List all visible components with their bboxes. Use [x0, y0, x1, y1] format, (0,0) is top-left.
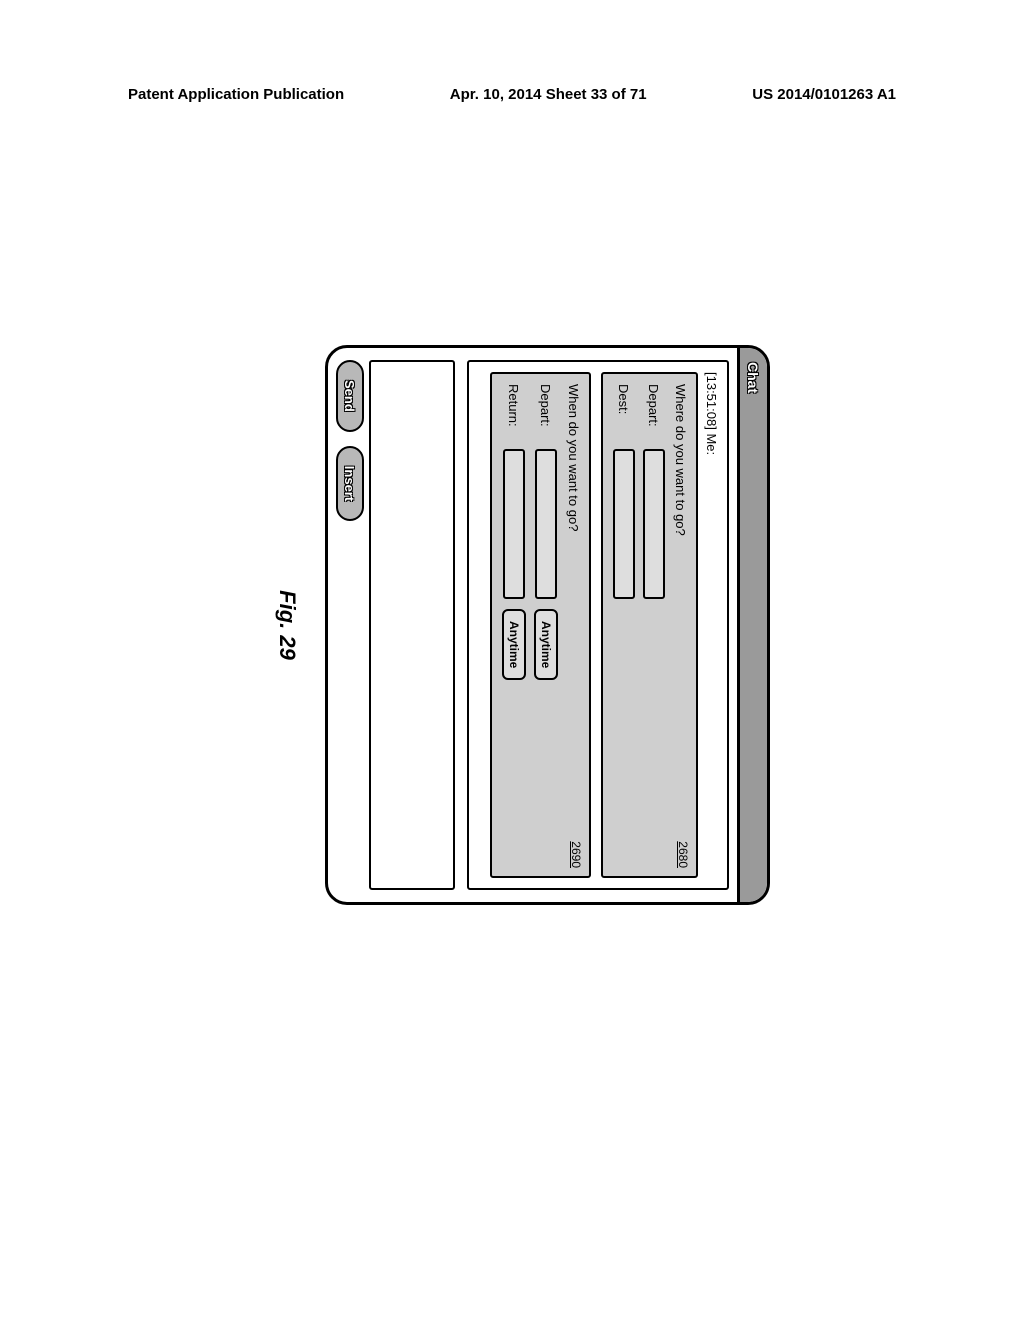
where-dest-label: Dest: — [617, 384, 632, 439]
page-header: Patent Application Publication Apr. 10, … — [128, 86, 896, 103]
window-title: Chat — [746, 362, 762, 393]
where-depart-label: Depart: — [647, 384, 662, 439]
patent-page: Patent Application Publication Apr. 10, … — [0, 0, 1024, 1320]
compose-box[interactable]: 2610 — [369, 360, 455, 890]
insert-button-label: Insert — [343, 466, 358, 501]
where-depart-row: Depart: — [643, 384, 665, 866]
when-return-anytime-button[interactable]: Anytime — [502, 609, 526, 680]
ref-card-when: 2690 — [569, 841, 583, 868]
when-return-row: Return: Anytime — [502, 384, 526, 866]
header-right: US 2014/0101263 A1 — [752, 86, 896, 103]
card-where-title: Where do you want to go? — [673, 384, 688, 866]
figure-caption: Fig. 29 — [274, 345, 300, 905]
card-when: 2690 When do you want to go? Depart: Any… — [490, 372, 591, 878]
chat-body: 2630 [13:51:08] Me: 2680 Where do you wa… — [328, 348, 737, 902]
figure-rotated: Chat 2600 2630 [13:51:08] Me: 2680 Where… — [210, 345, 770, 945]
when-return-label: Return: — [507, 384, 522, 439]
when-depart-label: Depart: — [539, 384, 554, 439]
titlebar: Chat — [737, 348, 767, 902]
card-where: 2680 Where do you want to go? Depart: De… — [601, 372, 698, 878]
send-button[interactable]: Send — [336, 360, 364, 432]
header-left: Patent Application Publication — [128, 86, 344, 103]
where-depart-input[interactable] — [643, 449, 665, 599]
button-row: Send Insert — [336, 360, 364, 521]
header-center: Apr. 10, 2014 Sheet 33 of 71 — [344, 86, 752, 103]
when-depart-anytime-button[interactable]: Anytime — [534, 609, 558, 680]
card-when-title: When do you want to go? — [566, 384, 581, 866]
when-return-input[interactable] — [503, 449, 525, 599]
ref-card-where: 2680 — [676, 841, 690, 868]
send-button-label: Send — [343, 380, 358, 412]
chat-window: Chat 2600 2630 [13:51:08] Me: 2680 Where… — [325, 345, 770, 905]
when-depart-row: Depart: Anytime — [534, 384, 558, 866]
figure-stage: Chat 2600 2630 [13:51:08] Me: 2680 Where… — [210, 345, 770, 945]
when-depart-input[interactable] — [535, 449, 557, 599]
chat-history: 2630 [13:51:08] Me: 2680 Where do you wa… — [467, 360, 729, 890]
where-dest-input[interactable] — [613, 449, 635, 599]
insert-button[interactable]: Insert — [336, 446, 364, 521]
timestamp-line: [13:51:08] Me: — [704, 372, 719, 878]
where-dest-row: Dest: — [613, 384, 635, 866]
